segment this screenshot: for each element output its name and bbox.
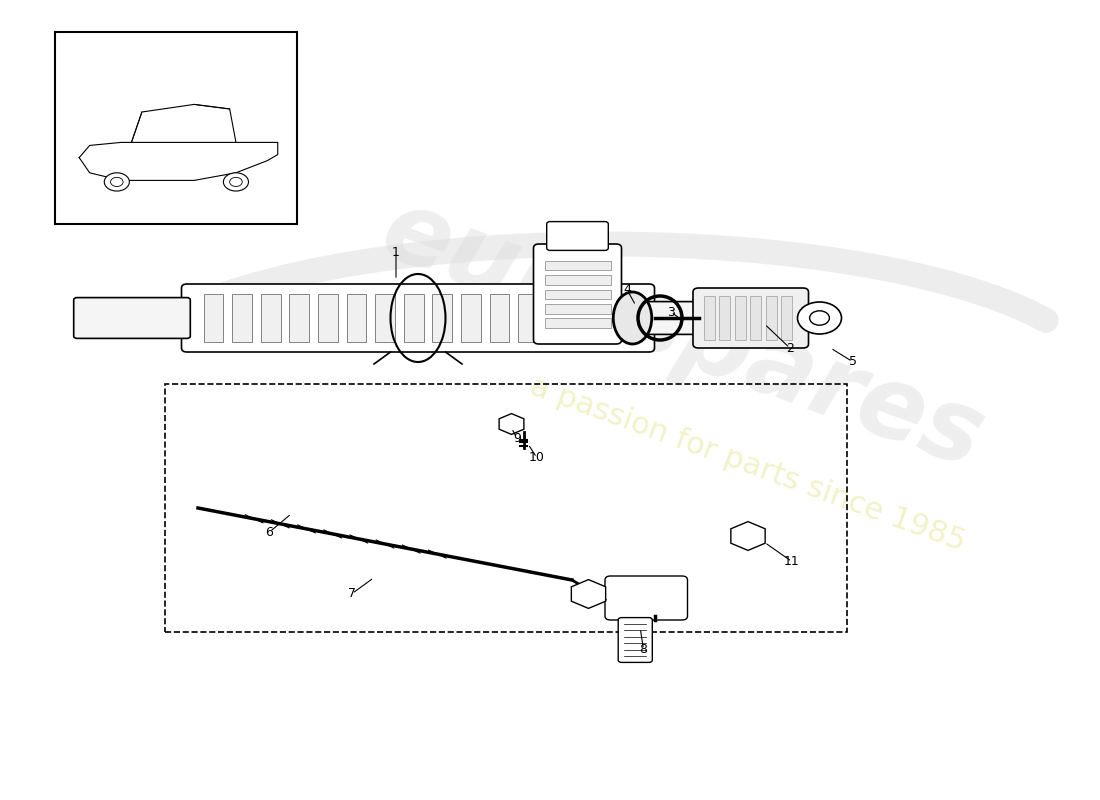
Bar — [404, 294, 424, 342]
FancyBboxPatch shape — [74, 298, 190, 338]
Circle shape — [798, 302, 842, 334]
Bar — [204, 294, 223, 342]
Text: 1: 1 — [392, 246, 400, 258]
Text: 8: 8 — [639, 643, 648, 656]
Text: a passion for parts since 1985: a passion for parts since 1985 — [527, 371, 969, 557]
FancyBboxPatch shape — [605, 576, 688, 620]
Bar — [346, 294, 366, 342]
Bar — [735, 296, 746, 340]
Bar — [232, 294, 252, 342]
Text: 7: 7 — [348, 587, 356, 600]
Circle shape — [230, 178, 242, 186]
Ellipse shape — [612, 304, 636, 336]
Text: 6: 6 — [265, 526, 274, 538]
Text: 9: 9 — [513, 432, 521, 445]
Bar — [375, 294, 395, 342]
Ellipse shape — [614, 292, 651, 344]
Text: 10: 10 — [529, 451, 544, 464]
FancyBboxPatch shape — [618, 618, 652, 662]
Bar — [461, 294, 481, 342]
Bar — [432, 294, 452, 342]
Bar — [544, 275, 610, 285]
Bar — [544, 290, 610, 299]
Bar — [544, 304, 610, 314]
Text: 11: 11 — [784, 555, 800, 568]
Circle shape — [104, 173, 130, 191]
Bar — [781, 296, 792, 340]
Circle shape — [223, 173, 249, 191]
Circle shape — [110, 178, 123, 186]
Bar — [544, 318, 610, 328]
Bar — [704, 296, 715, 340]
Bar — [261, 294, 280, 342]
Circle shape — [810, 311, 829, 326]
Bar — [547, 294, 567, 342]
Bar — [575, 294, 595, 342]
FancyBboxPatch shape — [534, 244, 622, 344]
Text: 3: 3 — [667, 306, 675, 318]
FancyBboxPatch shape — [693, 288, 808, 348]
FancyBboxPatch shape — [547, 222, 608, 250]
Text: 2: 2 — [785, 342, 794, 354]
Bar — [318, 294, 338, 342]
Bar — [518, 294, 538, 342]
Bar — [55, 32, 297, 224]
FancyBboxPatch shape — [182, 284, 654, 352]
Text: 4: 4 — [623, 283, 631, 296]
Bar — [750, 296, 761, 340]
Text: 5: 5 — [848, 355, 857, 368]
FancyBboxPatch shape — [646, 302, 718, 334]
Text: eurospares: eurospares — [368, 182, 996, 490]
Bar — [766, 296, 777, 340]
Bar — [490, 294, 509, 342]
Bar — [719, 296, 730, 340]
Bar — [544, 261, 610, 270]
Bar — [165, 384, 847, 632]
Bar — [289, 294, 309, 342]
